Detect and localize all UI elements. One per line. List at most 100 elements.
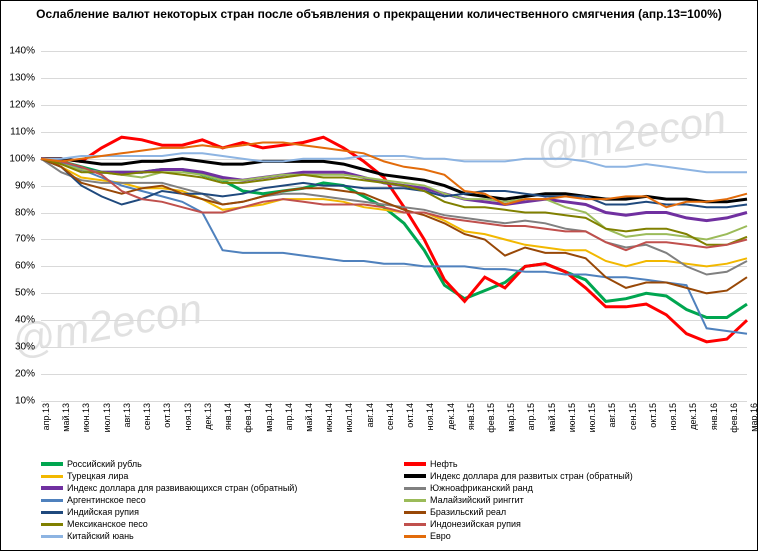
y-tick-label: 130% xyxy=(9,72,35,83)
legend-item: Российский рубль xyxy=(41,459,384,469)
legend-label: Индийская рупия xyxy=(67,507,139,517)
legend-swatch xyxy=(41,486,63,490)
y-tick-label: 100% xyxy=(9,153,35,164)
legend-swatch xyxy=(404,487,426,490)
legend-item: Турецкая лира xyxy=(41,471,384,481)
x-tick-label: июн.13 xyxy=(81,403,91,432)
legend-label: Мексиканское песо xyxy=(67,519,148,529)
x-tick-label: дек.14 xyxy=(446,403,456,430)
y-axis: 10%20%30%40%50%60%70%80%90%100%110%120%1… xyxy=(1,51,41,401)
series-line xyxy=(41,159,747,294)
x-tick-label: окт.13 xyxy=(162,403,172,428)
legend-swatch xyxy=(41,462,63,466)
x-tick-label: авг.14 xyxy=(365,403,375,427)
x-tick-label: сен.13 xyxy=(142,403,152,430)
legend-item: Индонезийская рупия xyxy=(404,519,747,529)
x-tick-label: май.15 xyxy=(547,403,557,432)
x-tick-label: июн.15 xyxy=(567,403,577,432)
legend-swatch xyxy=(404,474,426,478)
x-tick-label: сен.15 xyxy=(628,403,638,430)
legend-label: Турецкая лира xyxy=(67,471,128,481)
legend-swatch xyxy=(404,499,426,502)
x-tick-label: мар.15 xyxy=(506,403,516,432)
legend-label: Китайский юань xyxy=(67,531,134,541)
legend-item: Индекс доллара для развивающихся стран (… xyxy=(41,483,384,493)
legend-label: Малайзийский ринггит xyxy=(430,495,524,505)
x-tick-label: янв.15 xyxy=(466,403,476,430)
x-tick-label: дек.13 xyxy=(203,403,213,430)
x-tick-label: ноя.15 xyxy=(668,403,678,430)
legend-swatch xyxy=(404,462,426,466)
legend-item: Индекс доллара для развитых стран (обрат… xyxy=(404,471,747,481)
y-tick-label: 90% xyxy=(15,180,35,191)
x-tick-label: май.13 xyxy=(61,403,71,432)
legend-item: Бразильский реал xyxy=(404,507,747,517)
legend-item: Нефть xyxy=(404,459,747,469)
legend-item: Малайзийский ринггит xyxy=(404,495,747,505)
y-tick-label: 80% xyxy=(15,207,35,218)
x-axis: апр.13 май.13 июн.13 июл.13 авг.13 сен.13 окт.… xyxy=(41,401,747,461)
legend-label: Индекс доллара для развивающихся стран (… xyxy=(67,483,297,493)
legend-grid: Российский рубль Нефть Турецкая лира Индекс… xyxy=(41,459,747,541)
legend-item: Евро xyxy=(404,531,747,541)
y-tick-label: 10% xyxy=(15,396,35,407)
x-tick-label: янв.16 xyxy=(709,403,719,430)
legend-label: Российский рубль xyxy=(67,459,142,469)
legend-item: Аргентинское песо xyxy=(41,495,384,505)
y-tick-label: 40% xyxy=(15,315,35,326)
series-line xyxy=(41,137,747,342)
chart-title: Ослабление валют некоторых стран после о… xyxy=(1,7,757,23)
legend-label: Нефть xyxy=(430,459,458,469)
y-tick-label: 50% xyxy=(15,288,35,299)
chart-lines-svg xyxy=(41,51,747,401)
legend-item: Мексиканское песо xyxy=(41,519,384,529)
y-tick-label: 30% xyxy=(15,342,35,353)
legend-label: Индекс доллара для развитых стран (обрат… xyxy=(430,471,633,481)
legend-swatch xyxy=(404,523,426,526)
x-tick-label: июл.13 xyxy=(102,403,112,432)
x-tick-label: фев.14 xyxy=(243,403,253,433)
x-tick-label: окт.15 xyxy=(648,403,658,428)
legend-item: Южноафриканский ранд xyxy=(404,483,747,493)
x-tick-label: июл.15 xyxy=(587,403,597,432)
legend-label: Евро xyxy=(430,531,451,541)
x-tick-label: ноя.14 xyxy=(425,403,435,430)
y-tick-label: 20% xyxy=(15,369,35,380)
x-tick-label: май.14 xyxy=(304,403,314,432)
chart-legend: Российский рубль Нефть Турецкая лира Индекс… xyxy=(41,459,747,541)
legend-swatch xyxy=(41,499,63,502)
x-tick-label: июн.14 xyxy=(324,403,334,432)
x-tick-label: мар.16 xyxy=(749,403,758,432)
x-tick-label: янв.14 xyxy=(223,403,233,430)
legend-label: Аргентинское песо xyxy=(67,495,146,505)
plot-area xyxy=(41,51,747,401)
currency-weakening-chart: Ослабление валют некоторых стран после о… xyxy=(0,0,758,551)
x-tick-label: фев.16 xyxy=(729,403,739,433)
legend-label: Бразильский реал xyxy=(430,507,506,517)
x-tick-label: дек.15 xyxy=(688,403,698,430)
x-tick-label: апр.14 xyxy=(284,403,294,430)
x-tick-label: фев.15 xyxy=(486,403,496,433)
x-tick-label: авг.13 xyxy=(122,403,132,427)
y-tick-label: 110% xyxy=(10,126,35,137)
x-tick-label: сен.14 xyxy=(385,403,395,430)
y-tick-label: 70% xyxy=(15,234,35,245)
legend-swatch xyxy=(41,535,63,538)
x-tick-label: авг.15 xyxy=(607,403,617,427)
legend-swatch xyxy=(404,535,426,538)
legend-label: Южноафриканский ранд xyxy=(430,483,533,493)
x-tick-label: ноя.13 xyxy=(183,403,193,430)
legend-swatch xyxy=(41,523,63,526)
legend-item: Китайский юань xyxy=(41,531,384,541)
y-tick-label: 60% xyxy=(15,261,35,272)
y-tick-label: 120% xyxy=(9,99,35,110)
legend-swatch xyxy=(41,511,63,514)
x-tick-label: мар.14 xyxy=(264,403,274,432)
x-tick-label: апр.15 xyxy=(526,403,536,430)
legend-swatch xyxy=(41,475,63,478)
x-tick-label: апр.13 xyxy=(41,403,51,430)
legend-label: Индонезийская рупия xyxy=(430,519,521,529)
legend-item: Индийская рупия xyxy=(41,507,384,517)
x-tick-label: окт.14 xyxy=(405,403,415,428)
legend-swatch xyxy=(404,511,426,514)
